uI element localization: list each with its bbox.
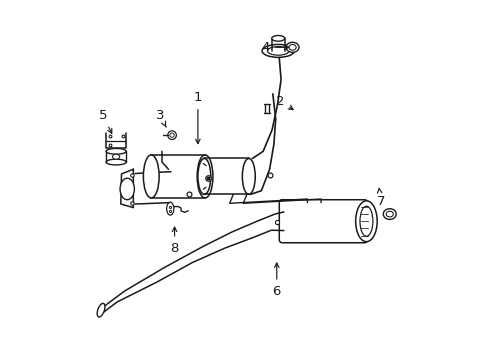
Text: 1: 1 (193, 91, 202, 144)
Text: 8: 8 (170, 227, 179, 255)
Ellipse shape (285, 42, 298, 52)
Ellipse shape (271, 36, 284, 41)
Ellipse shape (106, 159, 126, 165)
Ellipse shape (112, 154, 120, 159)
Ellipse shape (386, 211, 392, 217)
Text: 3: 3 (156, 109, 166, 127)
Ellipse shape (143, 155, 159, 198)
Text: 7: 7 (376, 189, 384, 208)
Ellipse shape (359, 206, 372, 236)
Text: 2: 2 (276, 95, 292, 109)
FancyBboxPatch shape (279, 200, 367, 243)
Ellipse shape (383, 209, 395, 220)
Ellipse shape (242, 158, 255, 194)
Ellipse shape (97, 303, 105, 317)
Ellipse shape (198, 158, 210, 194)
Ellipse shape (288, 44, 296, 50)
Ellipse shape (169, 133, 174, 137)
Ellipse shape (262, 44, 294, 57)
Ellipse shape (166, 202, 174, 215)
Text: 6: 6 (272, 263, 281, 298)
Text: 5: 5 (99, 109, 112, 133)
Ellipse shape (120, 178, 134, 200)
Text: 4: 4 (261, 41, 288, 54)
Ellipse shape (355, 201, 376, 242)
Ellipse shape (267, 46, 288, 55)
Ellipse shape (167, 131, 176, 139)
Ellipse shape (106, 148, 126, 154)
Ellipse shape (197, 155, 212, 198)
